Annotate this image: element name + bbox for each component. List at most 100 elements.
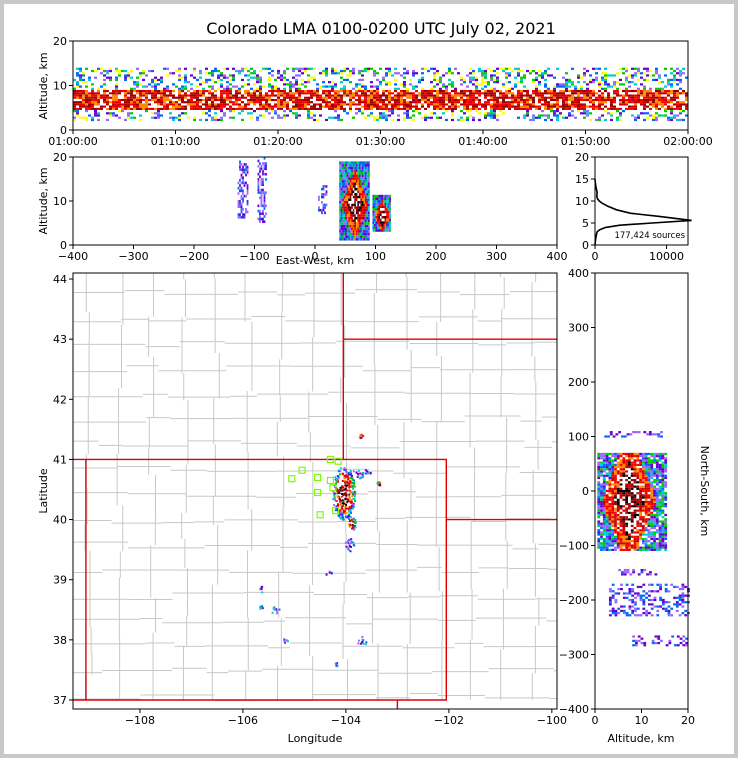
time-source-cell (610, 107, 613, 110)
east-west-source-cell (342, 237, 345, 241)
time-source-cell (214, 69, 217, 73)
time-source-cell (601, 103, 604, 106)
east-west-source-cell (346, 161, 349, 164)
time-source-cell (454, 87, 457, 90)
east-west-source-cell (246, 184, 249, 187)
time-source-cell (337, 105, 340, 108)
time-source-cell (601, 105, 604, 108)
east-west-source-cell (364, 187, 367, 191)
time-source-cell (97, 96, 100, 99)
time-source-cell (310, 67, 313, 70)
time-source-cell (535, 103, 538, 106)
east-west-source-cell (357, 203, 360, 207)
east-west-source-cell (349, 171, 352, 175)
time-source-cell (619, 107, 622, 110)
east-west-source-cell (352, 161, 355, 164)
time-source-cell (160, 98, 163, 102)
time-source-cell (499, 67, 502, 70)
time-source-cell (286, 78, 289, 82)
time-source-cell (139, 94, 142, 97)
north-south-source-cell (633, 544, 637, 547)
time-source-cell (346, 103, 349, 106)
time-source-cell (202, 89, 205, 93)
east-west-source-cell (351, 177, 354, 180)
east-west-source-cell (357, 169, 360, 172)
time-source-cell (250, 89, 253, 93)
time-source-cell (160, 101, 163, 104)
time-source-cell (475, 81, 478, 84)
time-source-cell (127, 101, 130, 104)
time-source-cell (73, 92, 76, 95)
time-source-cell (259, 107, 262, 110)
time-source-cell (580, 76, 583, 79)
north-south-source-cell (633, 537, 637, 541)
east-west-source-cell (237, 215, 240, 219)
time-source-cell (235, 89, 238, 93)
east-west-source-cell (239, 200, 241, 203)
time-source-cell (598, 89, 601, 93)
time-source-cell (454, 98, 457, 102)
time-source-cell (676, 118, 679, 122)
time-source-cell (574, 101, 577, 104)
plan-view-source-cell (344, 491, 347, 494)
time-source-cell (124, 94, 127, 97)
time-source-cell (541, 89, 544, 93)
time-source-cell (661, 107, 664, 110)
time-source-cell (112, 92, 115, 95)
plan-view-source-cell (260, 586, 263, 589)
north-south-source-cell (661, 537, 665, 541)
time-source-cell (631, 107, 634, 110)
time-source-cell (97, 92, 100, 95)
time-source-cell (583, 116, 586, 119)
north-south-source-cell (611, 520, 615, 523)
north-south-source-cell (636, 544, 640, 547)
plan-view-source-cell (345, 498, 348, 501)
east-west-source-cell (242, 171, 244, 174)
time-source-cell (400, 96, 403, 99)
time-source-cell (427, 89, 430, 93)
time-source-cell (133, 96, 136, 99)
time-source-cell (283, 107, 286, 110)
east-west-source-cell (343, 232, 346, 236)
time-source-cell (253, 98, 256, 102)
east-west-source-cell (343, 193, 346, 196)
plan-view-source-cell (272, 606, 275, 609)
north-south-source-cell (619, 542, 623, 545)
time-source-cell (634, 105, 637, 108)
time-source-cell (253, 83, 256, 86)
time-source-cell (550, 96, 553, 99)
time-source-cell (244, 83, 247, 86)
east-west-source-cell (348, 164, 351, 167)
east-west-source-cell (357, 174, 360, 178)
plan-view-source-cell (351, 495, 354, 498)
east-west-source-cell (381, 223, 384, 227)
time-source-cell (388, 83, 391, 86)
east-west-source-cell (342, 208, 345, 212)
east-west-source-cell (378, 213, 381, 216)
east-west-source-cell (355, 208, 358, 212)
east-west-source-cell (339, 198, 341, 201)
time-source-cell (685, 94, 688, 97)
time-source-cell (187, 103, 190, 106)
time-source-cell (511, 96, 514, 99)
time-source-cell (493, 96, 496, 99)
north-south-source-cell (611, 548, 615, 551)
time-source-cell (205, 89, 208, 93)
time-source-cell (100, 96, 103, 99)
time-source-cell (451, 105, 454, 108)
east-west-source-cell (387, 208, 390, 211)
east-west-source-cell (237, 192, 240, 195)
east-west-source-cell (375, 202, 378, 206)
east-west-source-cell (367, 195, 370, 199)
east-west-source-cell (357, 201, 360, 204)
east-west-source-cell (366, 222, 369, 225)
east-west-source-cell (243, 163, 246, 166)
time-source-cell (184, 112, 187, 115)
east-west-source-cell (324, 211, 326, 215)
north-south-source-cell (647, 520, 651, 523)
east-west-source-cell (366, 182, 369, 186)
time-source-cell (307, 96, 310, 99)
time-source-cell (577, 103, 580, 106)
time-source-cell (292, 96, 295, 99)
time-source-cell (160, 96, 163, 99)
